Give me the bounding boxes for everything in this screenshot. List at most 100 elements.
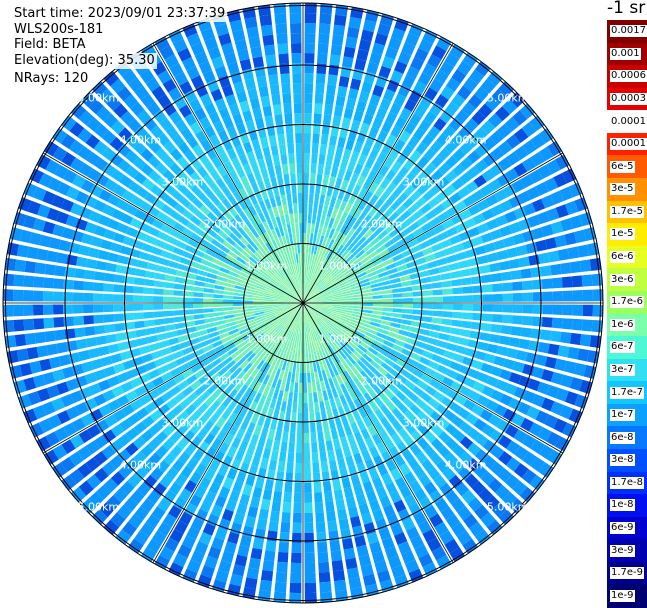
ray-gate bbox=[455, 345, 466, 354]
ray-gate bbox=[342, 56, 353, 68]
colorbar-tick-label: 1e-7 bbox=[610, 409, 635, 421]
ray-gate bbox=[331, 45, 342, 56]
ray-gate bbox=[268, 520, 278, 531]
ray-gate bbox=[301, 343, 303, 353]
ray-gate bbox=[592, 320, 603, 333]
ray-gate bbox=[303, 333, 305, 343]
ray-gate bbox=[83, 315, 94, 324]
ray-gate bbox=[43, 305, 53, 315]
ray-gate bbox=[137, 337, 148, 346]
ray-gate bbox=[450, 327, 461, 335]
ray-gate bbox=[260, 458, 269, 469]
ray-gate bbox=[382, 312, 392, 317]
ray-gate bbox=[263, 489, 273, 500]
ray-gate bbox=[304, 53, 314, 63]
ray-gate bbox=[243, 297, 253, 300]
ray-gate bbox=[491, 273, 502, 282]
range-ring-label: 1.00km bbox=[319, 332, 361, 345]
ray-gate bbox=[310, 173, 316, 183]
ray-gate bbox=[318, 391, 324, 402]
ray-gate bbox=[307, 223, 311, 233]
ray-gate bbox=[462, 286, 472, 293]
ray-gate bbox=[319, 23, 331, 34]
ray-gate bbox=[434, 250, 445, 259]
ray-gate bbox=[259, 580, 272, 591]
ray-gate bbox=[108, 344, 120, 354]
ray-gate bbox=[347, 27, 360, 39]
ray-gate bbox=[281, 194, 287, 205]
ray-gate bbox=[151, 350, 163, 359]
ray-gate bbox=[253, 301, 263, 303]
ray-gate bbox=[341, 117, 351, 128]
ray-gate bbox=[305, 33, 316, 43]
ray-gate bbox=[270, 84, 280, 95]
ray-gate bbox=[423, 297, 433, 302]
ray-gate bbox=[300, 233, 303, 243]
ray-gate bbox=[275, 400, 281, 411]
ray-gate bbox=[33, 305, 43, 316]
colorbar-tick-label: 6e-5 bbox=[610, 161, 635, 173]
ray-gate bbox=[174, 283, 185, 289]
ray-gate bbox=[243, 306, 253, 309]
ray-gate bbox=[583, 290, 593, 302]
ray-gate bbox=[265, 479, 274, 490]
ray-gate bbox=[296, 443, 302, 453]
ray-gate bbox=[35, 262, 46, 274]
ray-gate bbox=[164, 282, 175, 289]
ray-gate bbox=[448, 335, 459, 343]
ray-gate bbox=[423, 304, 433, 309]
ray-gate bbox=[343, 303, 353, 305]
ray-gate bbox=[76, 339, 87, 350]
ray-gate bbox=[301, 263, 303, 273]
ray-gate bbox=[289, 432, 295, 442]
ray-gate bbox=[312, 214, 317, 224]
ray-gate bbox=[86, 337, 97, 347]
ray-gate bbox=[333, 156, 341, 167]
ray-gate bbox=[194, 319, 205, 325]
ray-gate bbox=[194, 286, 204, 291]
ray-gate bbox=[331, 550, 342, 561]
ray-gate bbox=[281, 512, 290, 523]
ray-gate bbox=[373, 295, 383, 299]
ray-gate bbox=[291, 553, 301, 563]
ray-gate bbox=[265, 540, 276, 551]
ray-gate bbox=[96, 261, 107, 271]
ray-gate bbox=[139, 251, 150, 260]
ray-gate bbox=[120, 351, 132, 361]
ray-gate bbox=[337, 427, 345, 438]
ray-gate bbox=[73, 304, 83, 313]
ray-gate bbox=[552, 318, 563, 329]
ray-gate bbox=[304, 133, 311, 143]
ray-gate bbox=[329, 176, 336, 187]
ray-gate bbox=[173, 297, 183, 302]
ray-gate bbox=[165, 324, 176, 331]
ray-gate bbox=[233, 292, 243, 296]
ray-gate bbox=[440, 326, 451, 334]
range-ring-label: 5.00km bbox=[487, 91, 529, 104]
ray-gate bbox=[56, 253, 68, 264]
ray-gate bbox=[318, 33, 329, 44]
ray-gate bbox=[103, 294, 113, 302]
ray-gate bbox=[303, 263, 305, 273]
ray-gate bbox=[303, 233, 306, 243]
ray-gate bbox=[142, 243, 154, 253]
ray-gate bbox=[322, 421, 329, 432]
ray-gate bbox=[441, 280, 452, 287]
ray-gate bbox=[290, 573, 301, 583]
ray-gate bbox=[493, 304, 503, 312]
ray-gate bbox=[3, 289, 13, 301]
ray-gate bbox=[250, 496, 260, 508]
ray-gate bbox=[383, 308, 393, 312]
ray-gate bbox=[314, 402, 319, 412]
ray-gate bbox=[518, 339, 529, 350]
ray-gate bbox=[343, 301, 353, 303]
ray-gate bbox=[311, 372, 315, 382]
ray-gate bbox=[362, 310, 372, 314]
ray-gate bbox=[482, 284, 493, 292]
ray-gate bbox=[298, 193, 302, 203]
ray-gate bbox=[393, 308, 403, 313]
ray-gate bbox=[373, 303, 383, 306]
colorbar-tick-label: 1.7e-7 bbox=[610, 387, 644, 399]
ray-gate bbox=[303, 343, 305, 353]
ray-gate bbox=[580, 334, 591, 347]
